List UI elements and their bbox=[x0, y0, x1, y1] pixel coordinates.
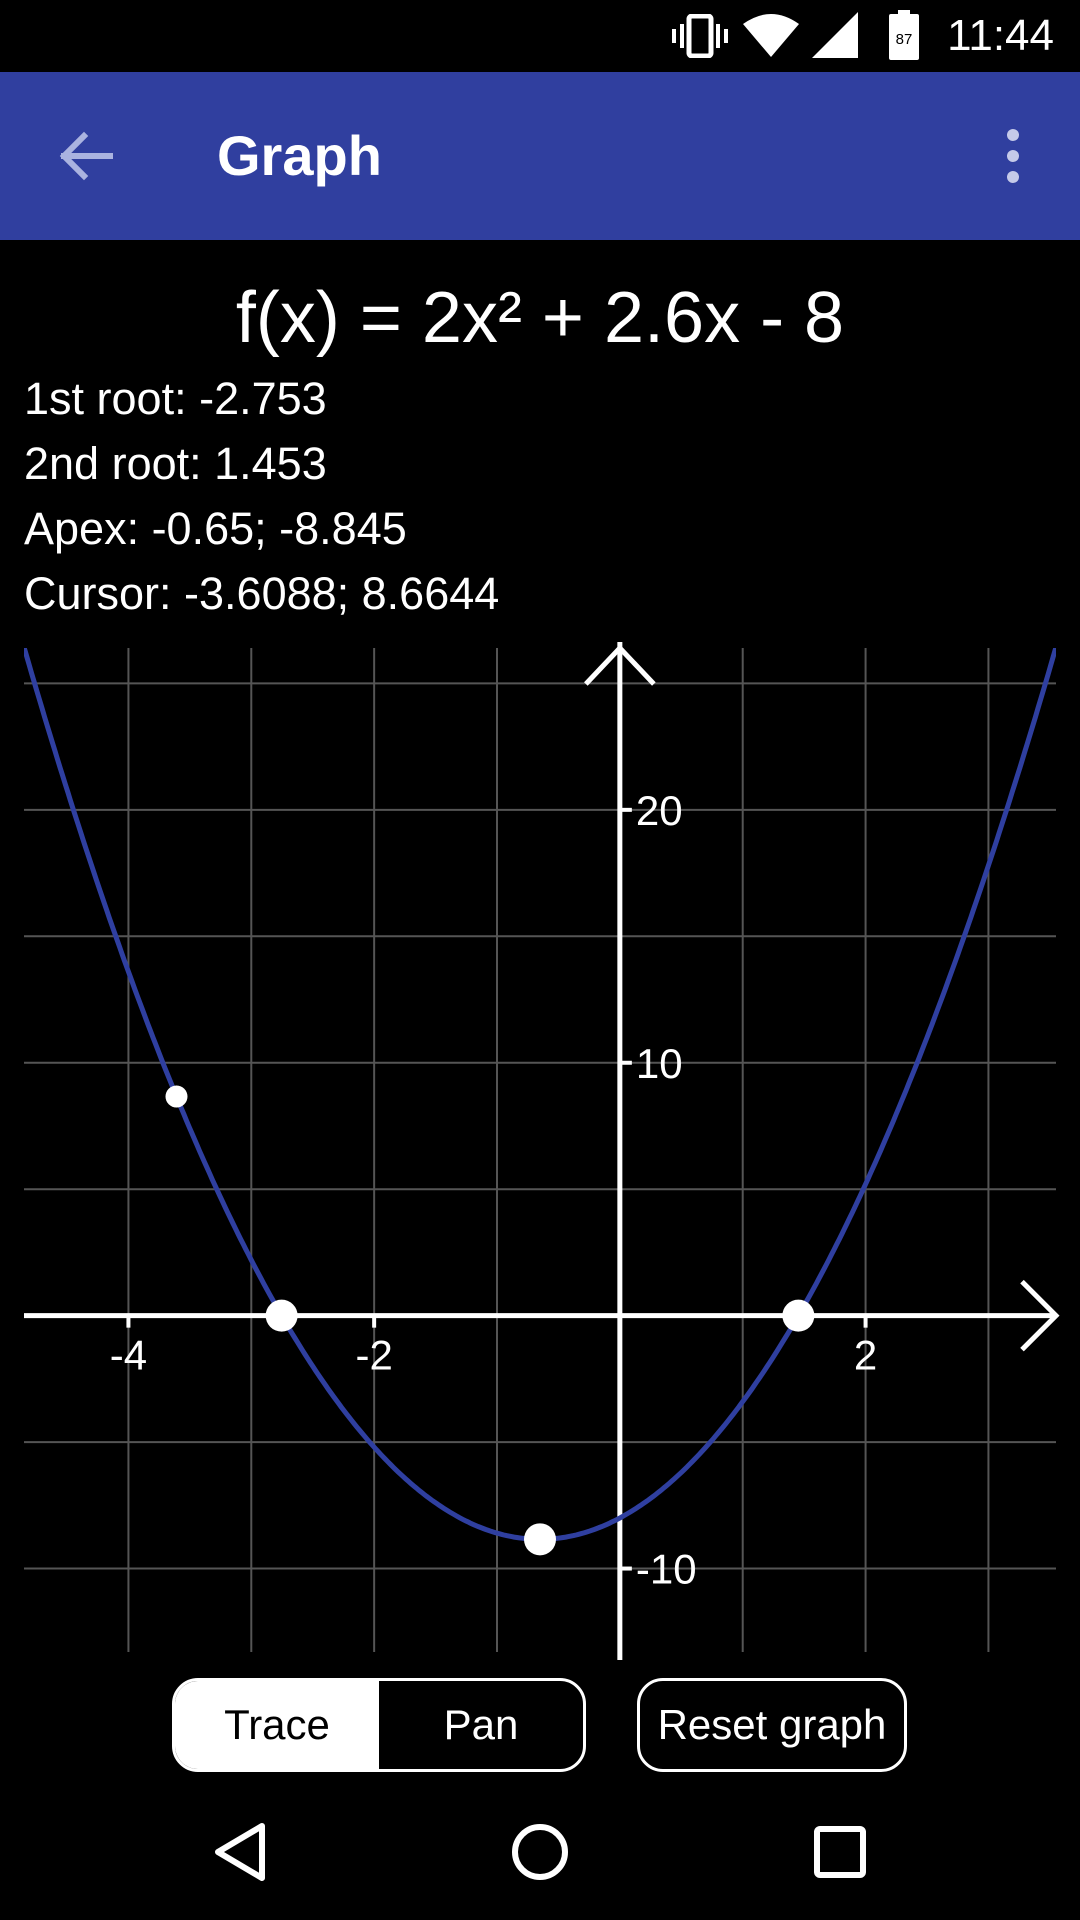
wifi-icon bbox=[743, 14, 799, 57]
mode-toggle: Trace Pan bbox=[172, 1678, 586, 1772]
x-tick-label: -2 bbox=[355, 1332, 392, 1379]
nav-recents-icon[interactable] bbox=[800, 1812, 880, 1892]
cursor-text: Cursor: -3.6088; 8.6644 bbox=[24, 568, 500, 619]
second-root-text: 2nd root: 1.453 bbox=[24, 438, 327, 489]
nav-home-icon[interactable] bbox=[500, 1812, 580, 1892]
x-tick-label: 2 bbox=[854, 1332, 877, 1379]
nav-back-icon[interactable] bbox=[200, 1812, 280, 1892]
y-tick-label: 20 bbox=[636, 787, 683, 834]
pan-mode-button[interactable]: Pan bbox=[443, 1701, 519, 1748]
first-root-text: 1st root: -2.753 bbox=[24, 373, 327, 424]
status-bar: 87 11:44 bbox=[0, 0, 1080, 72]
vibrate-icon bbox=[672, 14, 728, 58]
app-bar: Graph bbox=[0, 72, 1080, 240]
more-vert-icon bbox=[1007, 129, 1019, 183]
signal-icon bbox=[812, 12, 858, 58]
battery-level: 87 bbox=[896, 31, 913, 48]
back-button[interactable] bbox=[48, 116, 128, 196]
root-1-point bbox=[265, 1299, 298, 1332]
trace-mode-button[interactable]: Trace bbox=[175, 1681, 379, 1769]
x-axis-arrow bbox=[1020, 1279, 1060, 1352]
overflow-menu-button[interactable] bbox=[990, 116, 1036, 196]
x-tick-label: -4 bbox=[110, 1332, 147, 1379]
reset-graph-button[interactable]: Reset graph bbox=[637, 1678, 907, 1772]
cursor-point bbox=[165, 1085, 188, 1108]
status-clock: 11:44 bbox=[947, 11, 1054, 60]
page-title: Graph bbox=[217, 124, 382, 187]
y-tick-label: -10 bbox=[636, 1546, 697, 1593]
root-2-point bbox=[782, 1299, 815, 1332]
function-graph[interactable]: -4 -2 2 20 10 -10 bbox=[0, 640, 1080, 1660]
function-formula: f(x) = 2x² + 2.6x - 8 bbox=[235, 278, 845, 358]
battery-icon: 87 bbox=[889, 10, 919, 60]
apex-text: Apex: -0.65; -8.845 bbox=[24, 503, 407, 554]
y-tick-label: 10 bbox=[636, 1040, 683, 1087]
arrow-back-icon bbox=[59, 131, 113, 181]
navigation-bar bbox=[0, 1784, 1080, 1920]
y-axis-arrow bbox=[584, 644, 656, 686]
apex-point bbox=[524, 1523, 556, 1556]
